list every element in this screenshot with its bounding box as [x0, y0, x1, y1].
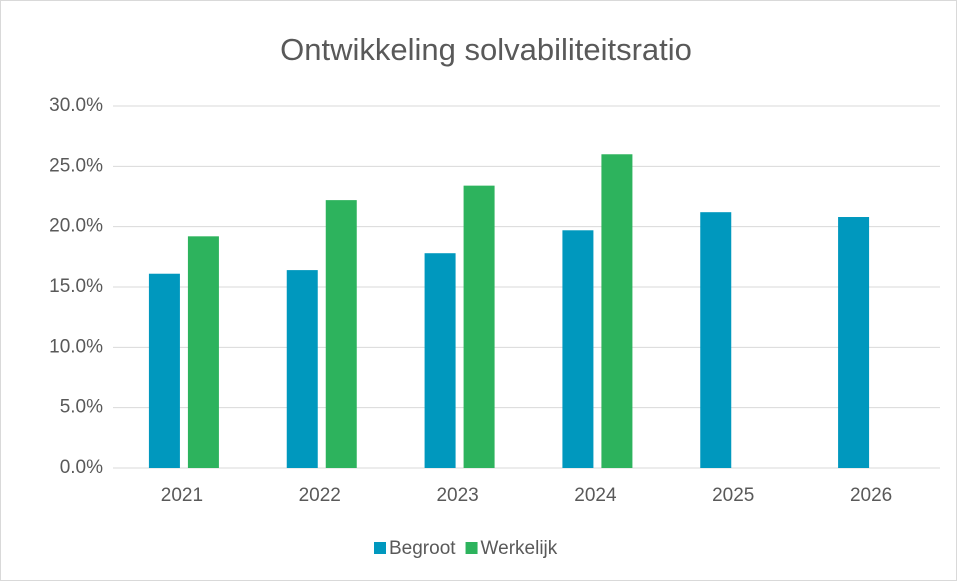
bar — [424, 253, 456, 468]
chart-title: Ontwikkeling solvabiliteitsratio — [280, 32, 692, 67]
x-tick-label: 2023 — [436, 485, 478, 506]
legend-swatch — [374, 542, 386, 554]
bar — [601, 154, 633, 468]
y-tick-label: 15.0% — [49, 276, 103, 297]
bar — [187, 236, 219, 468]
y-tick-label: 0.0% — [60, 457, 103, 478]
y-tick-label: 5.0% — [60, 397, 103, 418]
x-tick-label: 2021 — [161, 485, 203, 506]
bar — [700, 212, 732, 468]
legend-swatch — [465, 542, 478, 554]
x-tick-label: 2025 — [712, 485, 754, 506]
x-tick-label: 2026 — [850, 485, 892, 506]
legend-label: Begroot — [389, 538, 456, 559]
x-tick-label: 2024 — [574, 485, 617, 506]
bar — [463, 185, 495, 468]
x-tick-label: 2022 — [299, 485, 341, 506]
legend-label: Werkelijk — [481, 538, 558, 559]
y-tick-label: 10.0% — [49, 336, 103, 357]
bar — [562, 230, 594, 468]
bar — [838, 217, 870, 468]
bar — [325, 200, 357, 468]
bar — [148, 273, 180, 468]
bar — [286, 270, 318, 468]
y-tick-label: 20.0% — [49, 216, 103, 237]
y-tick-label: 25.0% — [49, 155, 103, 176]
y-tick-label: 30.0% — [49, 95, 103, 116]
